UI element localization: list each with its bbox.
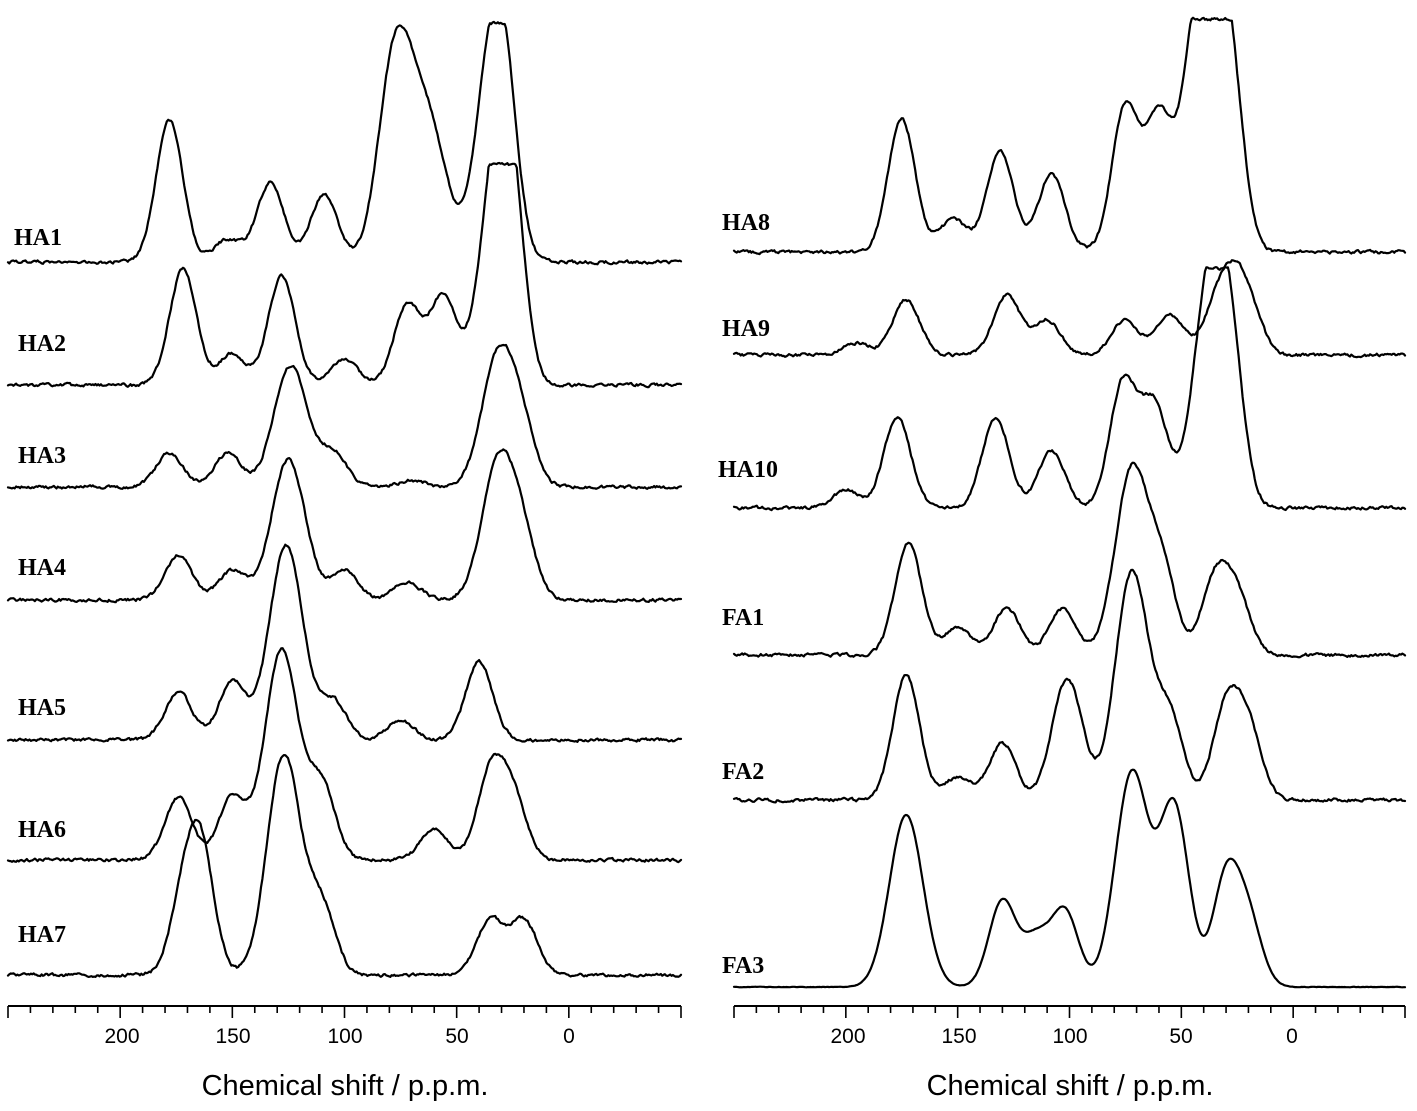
series-label-HA1: HA1 [14,225,62,251]
tick-label-200: 200 [104,1025,139,1048]
tick-label-150: 150 [215,1025,250,1048]
tick-label-50: 50 [1169,1025,1192,1048]
tick-label-0: 0 [1286,1025,1298,1048]
series-label-HA5: HA5 [18,695,66,721]
tick-label-100: 100 [1052,1025,1087,1048]
series-label-HA6: HA6 [18,817,66,843]
series-label-HA9: HA9 [722,316,770,342]
tick-label-0: 0 [563,1025,575,1048]
x-axis-ticks-right [733,1006,1406,1018]
x-axis-right: 200 150 100 50 0 Chemical shift / p.p.m. [733,1005,1406,1102]
x-axis-title-left: Chemical shift / p.p.m. [202,1070,489,1102]
series-label-FA3: FA3 [722,953,764,979]
x-axis-ticks-left [7,1006,682,1018]
spectrum-line-FA1 [732,461,1407,659]
spectrum-line-HA2 [6,161,683,389]
tick-label-150: 150 [941,1025,976,1048]
series-label-FA1: FA1 [722,605,764,631]
series-label-FA2: FA2 [722,759,764,785]
spectrum-line-HA7 [6,754,683,978]
x-axis-left: 200 150 100 50 0 Chemical shift / p.p.m. [7,1005,682,1102]
spectrum-line-HA8 [732,16,1407,256]
spectrum-line-HA5 [6,543,683,743]
spectrum-line-HA9 [732,259,1407,359]
spectrum-line-FA2 [732,568,1407,804]
series-label-HA8: HA8 [722,210,770,236]
spectrum-line-FA3 [732,768,1407,989]
left-panel: HA1 HA2 HA3 HA4 HA5 HA6 HA7 200 150 100 … [6,20,683,1102]
spectrum-line-HA4 [6,448,683,604]
tick-label-50: 50 [445,1025,468,1048]
tick-label-200: 200 [830,1025,865,1048]
spectrum-line-HA3 [6,343,683,490]
tick-label-100: 100 [327,1025,362,1048]
series-label-HA3: HA3 [18,443,66,469]
spectrum-line-HA10 [732,266,1407,512]
right-panel: HA8 HA9 HA10 FA1 FA2 FA3 200 150 100 50 … [718,16,1407,1102]
spectrum-line-HA1 [6,20,683,266]
series-label-HA10: HA10 [718,457,778,483]
series-label-HA4: HA4 [18,555,66,581]
spectrum-line-HA6 [6,647,683,864]
x-axis-title-right: Chemical shift / p.p.m. [927,1070,1214,1102]
series-label-HA2: HA2 [18,331,66,357]
series-label-HA7: HA7 [18,922,66,948]
